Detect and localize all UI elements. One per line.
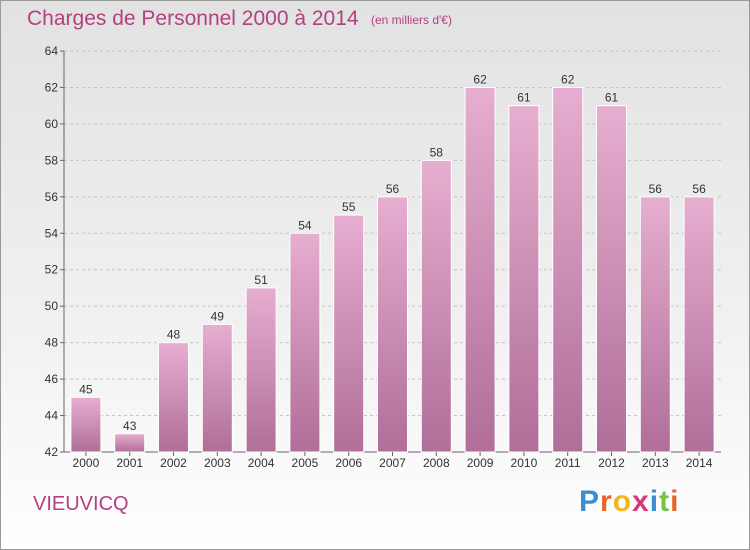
- x-tick-label: 2006: [335, 456, 362, 470]
- y-tick-label: 56: [45, 190, 59, 204]
- bar-2007[interactable]: [377, 196, 408, 453]
- x-tick-label: 2010: [511, 456, 538, 470]
- data-label: 54: [298, 218, 312, 232]
- data-label: 49: [211, 309, 225, 323]
- x-tick-label: 2013: [642, 456, 669, 470]
- chart-title: Charges de Personnel 2000 à 2014: [27, 7, 359, 30]
- bar-2004[interactable]: [245, 287, 277, 453]
- data-label: 51: [254, 273, 268, 287]
- bar-2013[interactable]: [639, 196, 671, 453]
- brand-letter: r: [600, 485, 613, 518]
- data-label: 56: [649, 182, 663, 196]
- data-label: 62: [473, 72, 487, 86]
- data-label: 48: [167, 328, 181, 342]
- y-tick-label: 42: [45, 445, 59, 459]
- x-tick-label: 2008: [423, 456, 450, 470]
- x-tick-label: 2004: [248, 456, 275, 470]
- x-tick-label: 2000: [73, 456, 100, 470]
- bar-2012[interactable]: [596, 105, 627, 453]
- x-tick-label: 2012: [598, 456, 625, 470]
- y-tick-label: 44: [45, 409, 59, 423]
- x-tick-label: 2002: [160, 456, 187, 470]
- y-tick-label: 64: [45, 44, 59, 58]
- y-tick-label: 60: [45, 117, 59, 131]
- x-tick-label: 2014: [686, 456, 713, 470]
- bar-2009[interactable]: [464, 86, 496, 453]
- chart-subtitle: (en milliers d'€): [371, 13, 452, 27]
- x-tick-label: 2009: [467, 456, 494, 470]
- x-tick-label: 2003: [204, 456, 231, 470]
- bar-2011[interactable]: [552, 86, 584, 453]
- y-tick-label: 54: [45, 226, 59, 240]
- bar-2006[interactable]: [333, 214, 365, 453]
- y-tick-label: 62: [45, 80, 59, 94]
- data-label: 56: [386, 182, 400, 196]
- brand-letter: P: [579, 485, 601, 518]
- y-tick-label: 48: [45, 336, 59, 350]
- data-label: 61: [517, 91, 531, 105]
- bar-2005[interactable]: [289, 232, 321, 453]
- bar-2008[interactable]: [420, 159, 452, 453]
- y-tick-label: 58: [45, 153, 59, 167]
- data-label: 43: [123, 419, 137, 433]
- brand-letter: i: [670, 485, 680, 518]
- x-tick-label: 2011: [555, 456, 581, 470]
- bar-2000[interactable]: [70, 396, 102, 453]
- x-tick-label: 2005: [292, 456, 319, 470]
- data-label: 61: [605, 91, 619, 105]
- bar-2010[interactable]: [508, 105, 540, 453]
- bar-2003[interactable]: [201, 323, 233, 453]
- bar-2002[interactable]: [158, 342, 189, 453]
- data-label: 62: [561, 72, 575, 86]
- y-tick-label: 46: [45, 372, 59, 386]
- data-label: 58: [430, 145, 444, 159]
- y-tick-label: 52: [45, 263, 59, 277]
- data-label: 55: [342, 200, 356, 214]
- x-tick-label: 2001: [116, 456, 143, 470]
- brand-letter: t: [659, 485, 671, 518]
- data-label: 56: [692, 182, 706, 196]
- brand-letter: x: [632, 485, 650, 518]
- commune-name: VIEUVICQ: [33, 493, 129, 515]
- y-tick-label: 50: [45, 299, 59, 313]
- proxiti-logo[interactable]: Proxiti: [579, 485, 679, 519]
- brand-letter: i: [649, 485, 660, 518]
- data-label: 45: [79, 382, 93, 396]
- x-tick-label: 2007: [379, 456, 406, 470]
- brand-letter: o: [612, 485, 633, 518]
- bar-2014[interactable]: [683, 196, 715, 453]
- bar-2001[interactable]: [114, 433, 146, 453]
